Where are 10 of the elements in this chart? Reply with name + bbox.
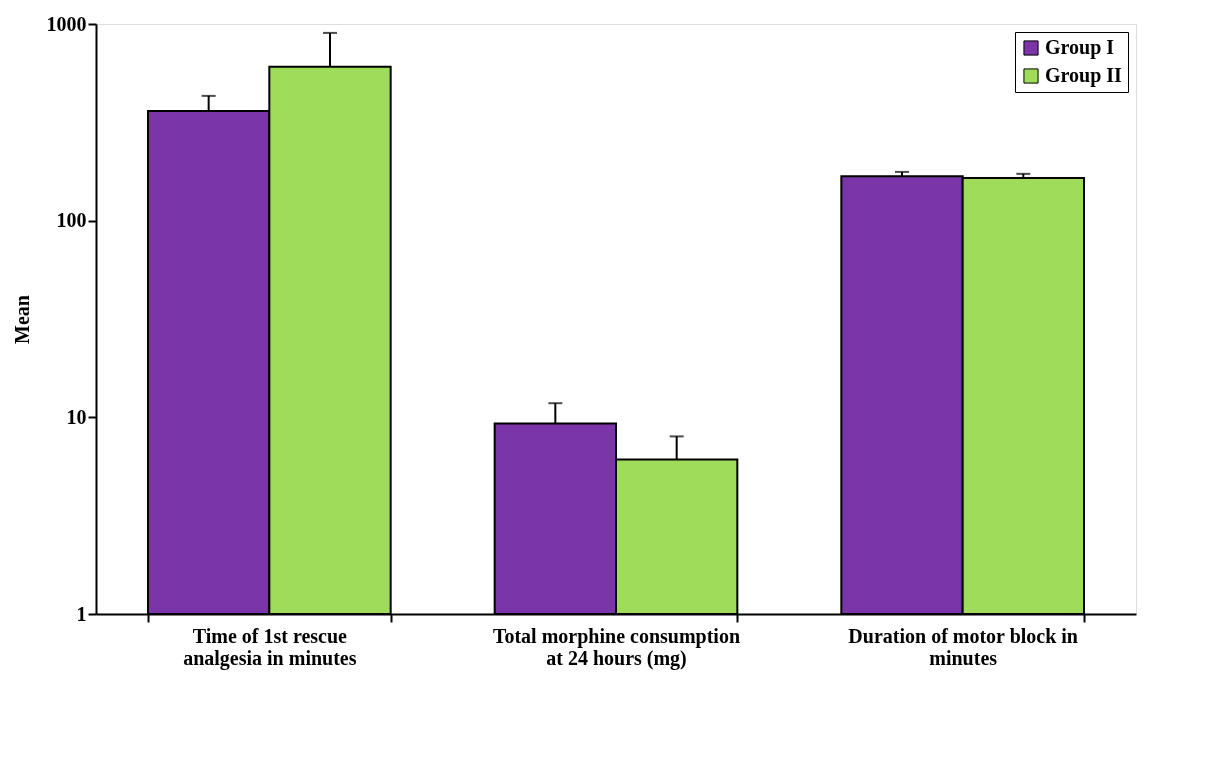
y-tick-label: 1	[76, 602, 87, 625]
legend-label: Group II	[1045, 64, 1123, 87]
y-tick-label: 10	[66, 405, 87, 428]
y-axis-title: Mean	[10, 295, 33, 344]
x-tick-label: Total morphine consumption at 24 hours (mg)	[492, 624, 741, 670]
x-tick-label: Duration of motor block in minutes	[848, 624, 1078, 669]
y-tick-label: 100	[56, 209, 87, 232]
y-tick-label: 1000	[46, 12, 87, 35]
legend-label: Group I	[1045, 36, 1115, 59]
x-tick-label: Time of 1st rescue analgesia in minutes	[183, 624, 357, 670]
